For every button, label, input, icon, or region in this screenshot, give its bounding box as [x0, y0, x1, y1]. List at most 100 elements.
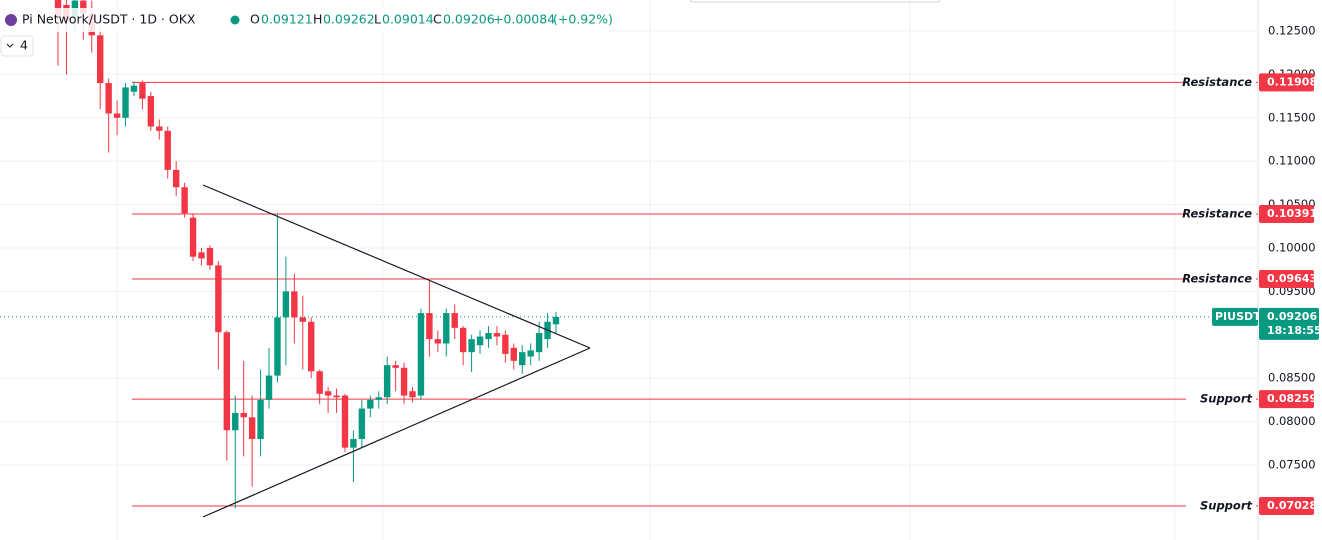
candle-body	[493, 333, 501, 337]
candle-body	[105, 83, 112, 114]
candle-body	[451, 313, 458, 328]
triangle	[202, 184, 591, 518]
levels: Resistance Resistance Resistance Support Sup…	[0, 74, 1258, 514]
candle-body	[426, 313, 433, 340]
level-name-bg	[1186, 74, 1256, 91]
candle-body	[232, 412, 239, 431]
candle-body	[316, 371, 323, 394]
candle-body	[417, 313, 425, 396]
candle-body	[282, 291, 290, 318]
candle-body	[291, 291, 298, 318]
candle-body	[181, 187, 188, 214]
candle-body	[468, 339, 475, 353]
grid	[0, 0, 1258, 540]
candle-body	[358, 408, 366, 439]
candle-body	[97, 35, 104, 84]
candle-body	[502, 334, 509, 354]
candle-body	[476, 336, 484, 346]
price-value: 0.09206	[1267, 310, 1317, 323]
ticker-box	[1212, 307, 1258, 326]
candle-body	[459, 327, 467, 353]
candle-body	[147, 96, 155, 127]
price-axis: 0.125000.120000.115000.110000.105000.100…	[1212, 23, 1322, 515]
candles	[54, 0, 560, 509]
candle-body	[367, 399, 374, 409]
candle-body	[240, 412, 247, 418]
candle-body	[164, 130, 171, 170]
candle-body	[156, 126, 163, 131]
candle-body	[324, 391, 332, 396]
candle-body	[308, 321, 315, 372]
popup-edge	[689, 0, 941, 3]
level-value: 0.11908	[1267, 75, 1317, 88]
candle-body	[510, 347, 517, 361]
level-value: 0.07028	[1267, 499, 1317, 512]
candle-body	[172, 169, 180, 188]
level-value: 0.08259	[1267, 392, 1317, 405]
level-name: Resistance	[1182, 271, 1252, 285]
level-value-box	[1259, 269, 1314, 288]
chevron	[6, 43, 14, 48]
level-name-bg	[1186, 206, 1256, 223]
candle-body	[400, 367, 408, 396]
candle-body	[248, 417, 256, 439]
y-tick-label: 0.10000	[1268, 240, 1316, 254]
trend-line	[202, 347, 591, 518]
candle-body	[527, 350, 534, 357]
candle-body	[189, 217, 197, 257]
ticker: PIUSDT	[1215, 310, 1261, 323]
candle-body	[122, 87, 129, 118]
level-value: 0.09643	[1267, 272, 1317, 285]
candle-body	[80, 0, 87, 14]
level-value-box	[1259, 73, 1314, 92]
candle-body	[443, 313, 450, 344]
level-name-bg	[1186, 270, 1256, 287]
candle-body	[485, 333, 492, 340]
candle-body	[198, 252, 205, 259]
change-pct: (+0.92%)	[553, 12, 613, 27]
level-value: 0.10391	[1267, 207, 1317, 220]
indicators-toggle[interactable]	[0, 35, 34, 57]
ohlc-letter: H	[313, 12, 322, 27]
y-tick-label: 0.11500	[1268, 110, 1316, 124]
candle-body	[274, 317, 281, 376]
trend-line	[202, 184, 591, 349]
level-value-box	[1259, 496, 1314, 515]
level-value-box	[1259, 390, 1314, 409]
ohlc-letter: C	[433, 12, 442, 27]
level-value-box	[1259, 205, 1314, 224]
candle-body	[535, 333, 543, 353]
candle-body	[350, 438, 357, 448]
ohlc-value: 0.09262	[323, 12, 375, 27]
y-tick-label: 0.07500	[1268, 458, 1316, 472]
level-name-bg	[1186, 497, 1256, 514]
y-tick-label: 0.11000	[1268, 154, 1316, 168]
level-name: Resistance	[1182, 207, 1252, 221]
y-tick-label: 0.12500	[1268, 23, 1316, 37]
countdown: 18:18:55	[1267, 324, 1322, 337]
symbol-icon	[5, 14, 17, 26]
level-name: Support	[1200, 392, 1253, 406]
candle-body	[552, 316, 560, 325]
level-name-bg	[1186, 391, 1256, 408]
candle-body	[375, 397, 382, 400]
candle-body	[113, 113, 121, 118]
candle-body	[257, 399, 264, 439]
candle-body	[206, 247, 214, 266]
candle-body	[265, 375, 273, 400]
market-status	[230, 15, 240, 25]
candle-body	[139, 83, 146, 99]
candle-body	[299, 317, 306, 322]
ohlc-value: 0.09206	[443, 12, 495, 27]
level-name: Resistance	[1182, 75, 1252, 89]
y-tick-label: 0.08500	[1268, 371, 1316, 385]
symbol: Pi Network/USDT · 1D · OKX	[22, 12, 196, 27]
price-box	[1259, 307, 1319, 340]
candle-body	[383, 365, 391, 398]
candle-body	[215, 265, 222, 333]
y-tick-label: 0.08000	[1268, 414, 1316, 428]
indicator-count: 4	[20, 38, 28, 53]
candle-body	[341, 395, 349, 448]
